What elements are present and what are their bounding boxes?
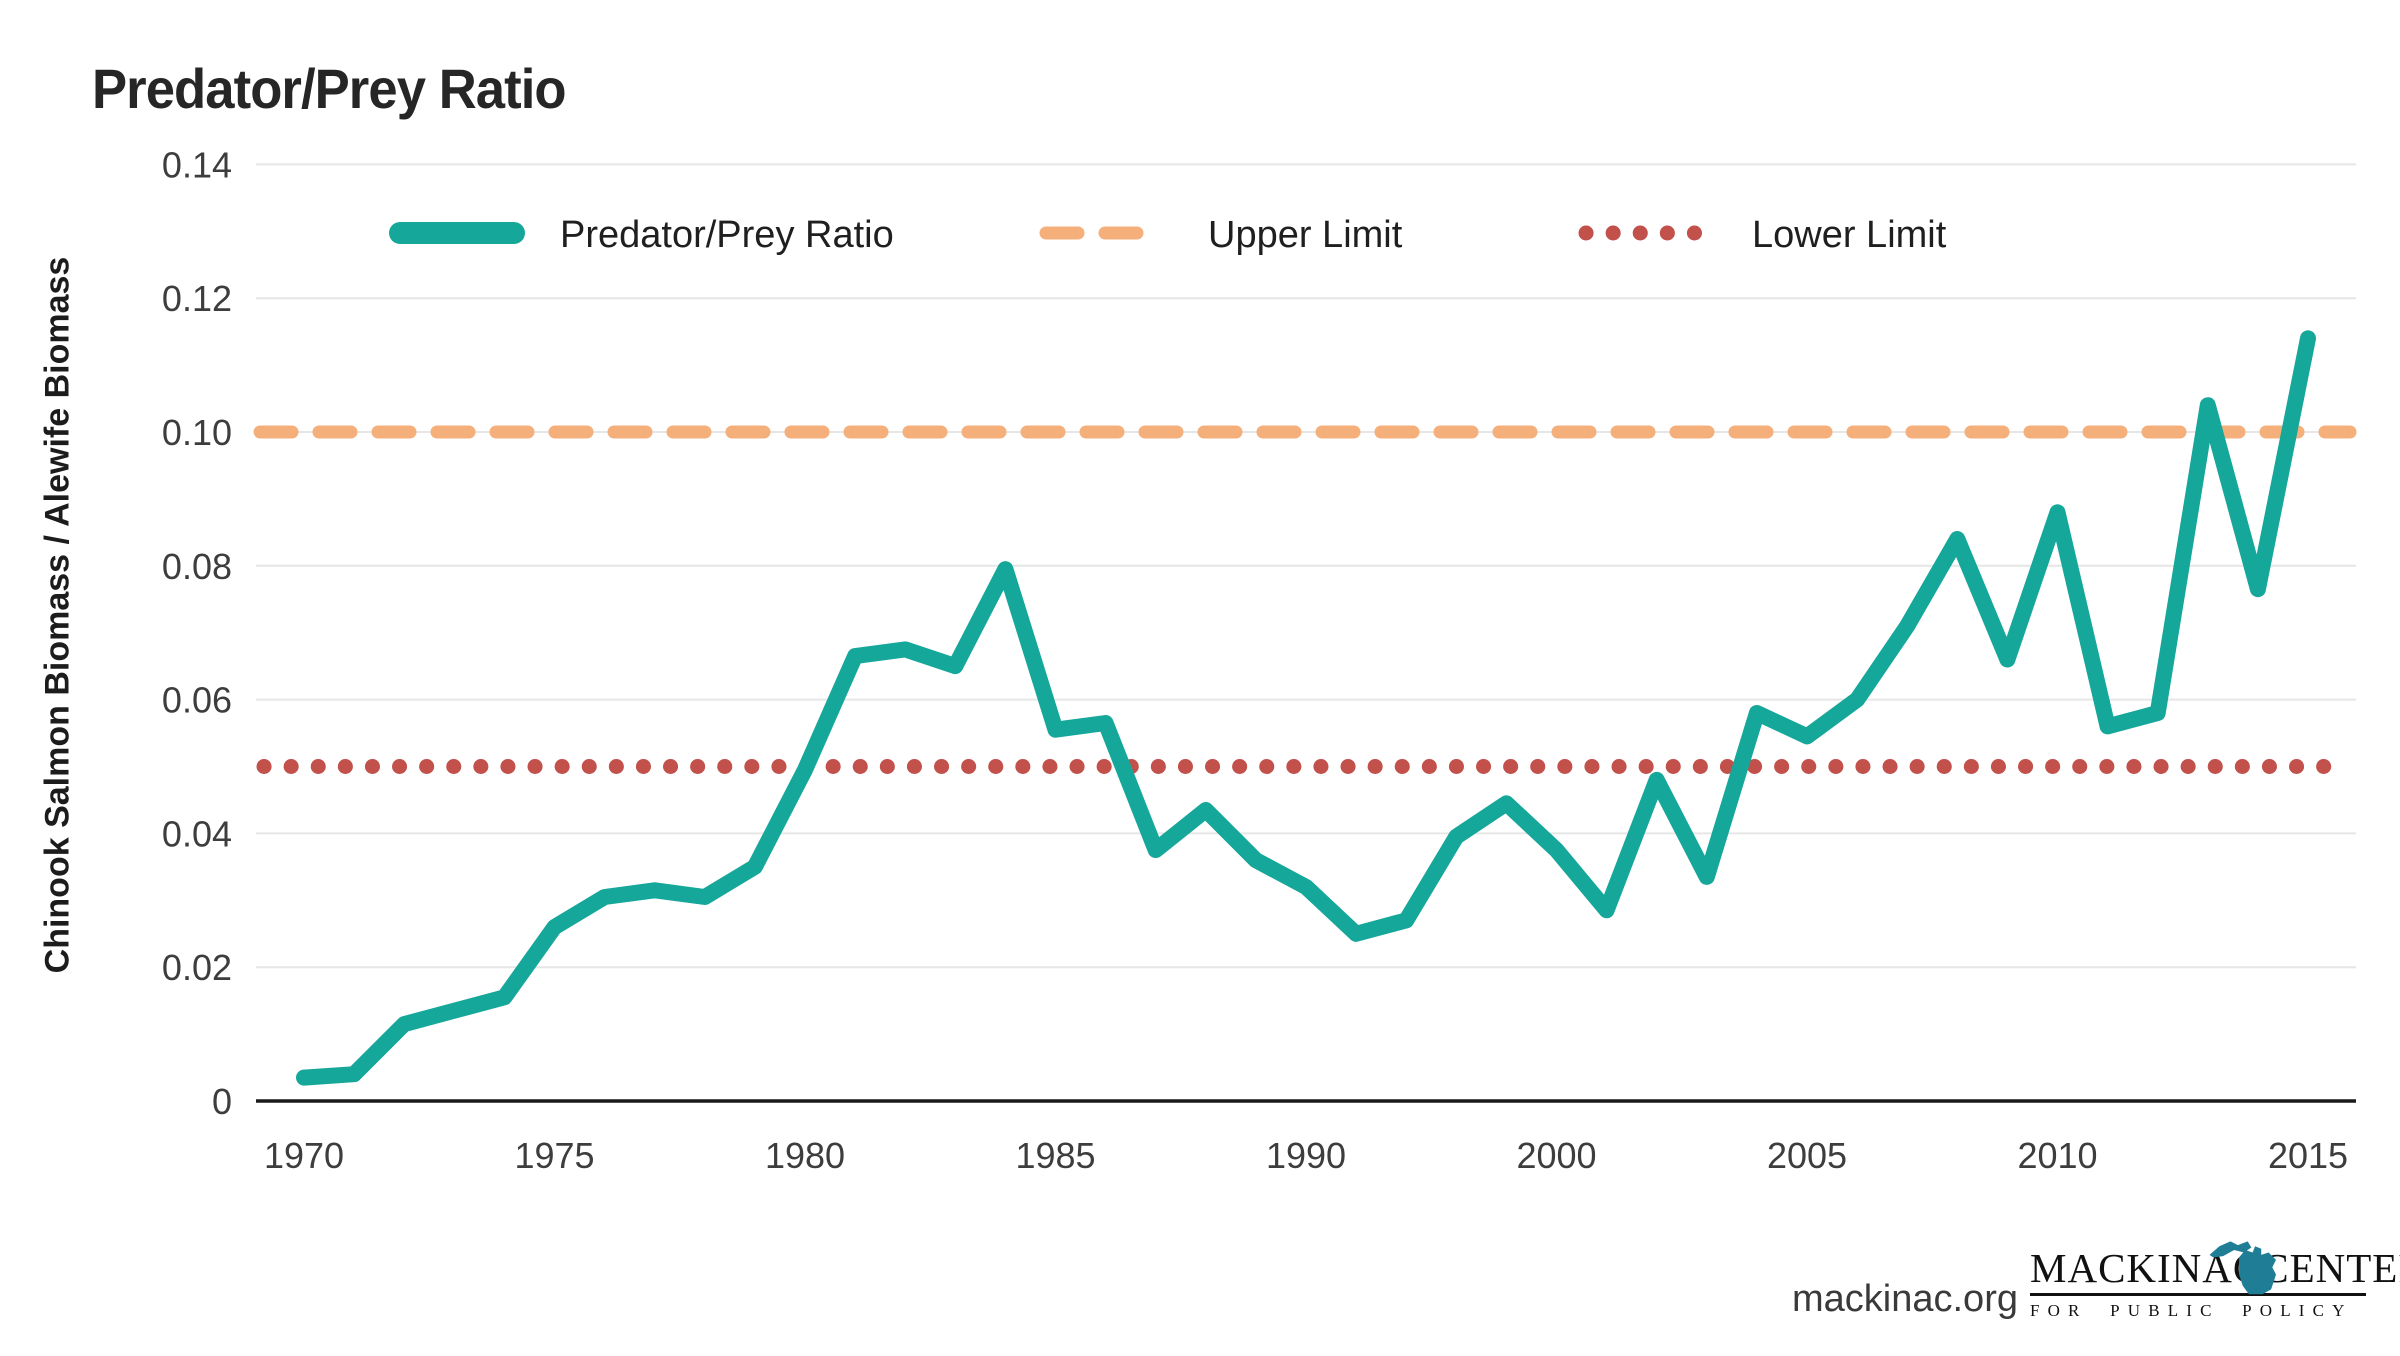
svg-text:0.06: 0.06 [162, 680, 232, 721]
michigan-state-icon [2209, 1241, 2276, 1295]
limit-lines [253, 425, 2358, 774]
footer-site-text: mackinac.org [1792, 1278, 2018, 1320]
svg-text:1980: 1980 [765, 1135, 845, 1176]
legend-label-upper: Upper Limit [1208, 214, 1403, 256]
svg-text:2000: 2000 [1516, 1135, 1596, 1176]
svg-text:2005: 2005 [1767, 1135, 1847, 1176]
mackinac-center-logo: MACKINAC CENTER FOR PUBLIC POLICY [2030, 1241, 2400, 1321]
logo-wordmark: MACKINAC CENTER [2030, 1241, 2400, 1296]
svg-text:0.14: 0.14 [162, 144, 232, 185]
x-axis-tick-labels: 1970 1975 1980 1985 1990 2000 2005 2010 2015 [264, 1135, 2348, 1176]
svg-text:0.04: 0.04 [162, 813, 232, 854]
svg-text:0.08: 0.08 [162, 546, 232, 587]
svg-text:0: 0 [212, 1081, 232, 1122]
svg-text:2010: 2010 [2017, 1135, 2097, 1176]
page-title: Predator/Prey Ratio [92, 56, 567, 120]
svg-text:0.12: 0.12 [162, 278, 232, 319]
gridlines [256, 163, 2356, 1103]
svg-text:0.02: 0.02 [162, 947, 232, 988]
y-axis-tick-labels: 0 0.02 0.04 0.06 0.08 0.10 0.12 0.14 [162, 144, 232, 1122]
predator-prey-series-line [296, 330, 2316, 1086]
legend-label-ratio: Predator/Prey Ratio [560, 214, 894, 256]
logo-word-center: CENTER [2261, 1245, 2400, 1291]
svg-text:1990: 1990 [1266, 1135, 1346, 1176]
svg-text:1970: 1970 [264, 1135, 344, 1176]
svg-text:1985: 1985 [1015, 1135, 1095, 1176]
legend: Predator/Prey Ratio Upper Limit Lower Li… [389, 214, 1947, 256]
svg-text:1975: 1975 [514, 1135, 594, 1176]
logo-subtitle: FOR PUBLIC POLICY [2030, 1301, 2353, 1320]
svg-text:0.10: 0.10 [162, 412, 232, 453]
svg-text:2015: 2015 [2268, 1135, 2348, 1176]
legend-label-lower: Lower Limit [1752, 214, 1947, 256]
